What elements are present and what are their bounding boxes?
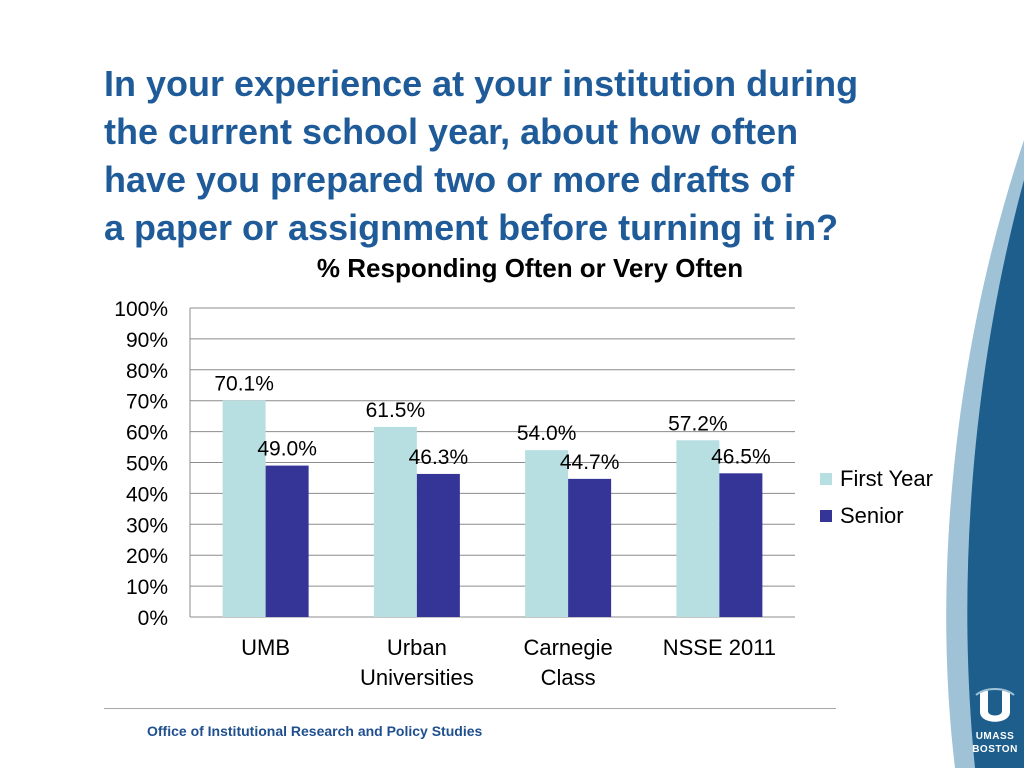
bar-first-year bbox=[525, 450, 569, 617]
x-category-label: Carnegie bbox=[523, 635, 612, 660]
x-category-label: NSSE 2011 bbox=[663, 635, 776, 660]
y-tick-label: 40% bbox=[126, 483, 168, 506]
y-tick-label: 10% bbox=[126, 576, 168, 599]
logo-mark-icon bbox=[975, 688, 1015, 722]
data-label-senior: 46.3% bbox=[409, 446, 469, 469]
bar-senior bbox=[568, 478, 612, 617]
legend-swatch-first-year bbox=[820, 472, 832, 485]
legend-item-first-year: First Year bbox=[820, 460, 980, 497]
bar-senior bbox=[265, 465, 309, 617]
data-label-first-year: 61.5% bbox=[366, 399, 426, 422]
umass-boston-logo: UMASS BOSTON bbox=[968, 685, 1022, 765]
y-tick-label: 90% bbox=[126, 329, 168, 352]
data-label-senior: 49.0% bbox=[257, 438, 317, 461]
bar-senior bbox=[416, 473, 460, 617]
x-category-label: Urban bbox=[387, 635, 447, 660]
bar-first-year bbox=[373, 426, 417, 617]
data-label-first-year: 54.0% bbox=[517, 422, 577, 445]
data-label-senior: 46.5% bbox=[711, 445, 771, 468]
slide-question: In your experience at your institution d… bbox=[104, 60, 964, 252]
bar-first-year bbox=[676, 440, 720, 617]
y-tick-label: 50% bbox=[126, 453, 168, 476]
legend-swatch-senior bbox=[820, 509, 832, 522]
x-category-label: Class bbox=[541, 665, 596, 690]
y-tick-label: 20% bbox=[126, 545, 168, 568]
question-line: In your experience at your institution d… bbox=[104, 63, 859, 104]
data-label-senior: 44.7% bbox=[560, 451, 620, 474]
legend: First Year Senior bbox=[820, 460, 980, 534]
x-category-label: UMB bbox=[241, 635, 290, 660]
bar-first-year bbox=[222, 400, 266, 617]
logo-text-line1: UMASS bbox=[975, 731, 1015, 742]
y-tick-label: 100% bbox=[114, 298, 168, 321]
y-tick-label: 80% bbox=[126, 360, 168, 383]
x-category-label: Universities bbox=[360, 665, 474, 690]
chart-title: % Responding Often or Very Often bbox=[316, 253, 744, 283]
y-tick-label: 30% bbox=[126, 514, 168, 537]
footer-divider bbox=[104, 708, 836, 709]
question-line: the current school year, about how often bbox=[104, 111, 799, 152]
question-line: have you prepared two or more drafts of bbox=[104, 159, 795, 200]
bar-senior bbox=[719, 473, 763, 617]
legend-item-senior: Senior bbox=[820, 497, 980, 534]
legend-label: First Year bbox=[840, 465, 933, 491]
footer-text: Office of Institutional Research and Pol… bbox=[147, 723, 483, 739]
y-tick-label: 70% bbox=[126, 391, 168, 414]
logo-text-line2: BOSTON bbox=[972, 744, 1018, 755]
y-tick-label: 0% bbox=[138, 607, 168, 630]
legend-label: Senior bbox=[840, 502, 904, 528]
data-label-first-year: 57.2% bbox=[668, 412, 728, 435]
data-label-first-year: 70.1% bbox=[214, 372, 274, 395]
question-line: a paper or assignment before turning it … bbox=[104, 207, 839, 248]
y-tick-label: 60% bbox=[126, 422, 168, 445]
